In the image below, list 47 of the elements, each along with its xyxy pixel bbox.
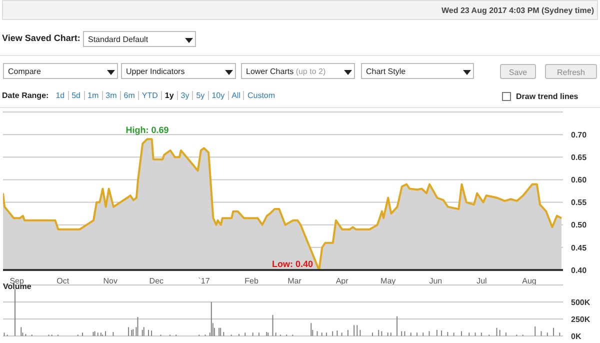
text: 6m [120, 91, 138, 100]
y-tick-label: 0.70 [571, 130, 588, 140]
x-tick-label: Jun [429, 276, 442, 286]
text: Chart Style [361, 63, 474, 79]
text: 5d [68, 91, 84, 100]
annotation: High: 0.69 [126, 125, 169, 136]
x-tick-label: Mar [288, 276, 302, 286]
y-tick-label: 250K [571, 314, 590, 324]
text: 1m [84, 91, 102, 100]
x-tick-label: `17 [198, 276, 210, 286]
text: Wed 23 Aug 2017 4:03 PM (Sydney time) [442, 6, 594, 15]
y-tick-label: 500K [571, 298, 590, 307]
y-tick-label: 0.55 [571, 198, 588, 208]
text: 1d [54, 91, 66, 100]
y-tick-label: 0.40 [571, 266, 588, 275]
x-tick-label: May [380, 276, 396, 286]
text: 3y [176, 91, 192, 100]
x-tick-label: Dec [149, 276, 164, 286]
x-tick-label: Feb [244, 276, 259, 286]
text: All [228, 91, 244, 100]
text: (up to 2) [296, 67, 326, 76]
text: 5y [192, 91, 208, 100]
text: Save [500, 64, 536, 79]
y-tick-label: 0.60 [571, 176, 588, 185]
text: Date Range: [2, 91, 49, 100]
text: Upper Indicators [121, 63, 236, 79]
text: 3m [102, 91, 120, 100]
x-tick-label: Nov [103, 276, 118, 286]
x-tick-label: Apr [336, 276, 349, 286]
text: Lower Charts [246, 67, 294, 76]
text: 10y [208, 91, 228, 100]
text: Standard Default [83, 31, 196, 47]
y-tick-label: 0.65 [571, 152, 588, 162]
x-tick-label: Oct [56, 276, 70, 286]
text: Custom [243, 91, 278, 100]
x-tick-label: Jul [476, 276, 488, 286]
text: View Saved Chart: [2, 33, 80, 43]
text: Draw trend lines [516, 92, 578, 101]
annotation: Low: 0.40 [272, 259, 314, 270]
x-tick-label: Aug [522, 276, 536, 286]
y-tick-label: 0K [571, 332, 582, 341]
text: Compare [3, 63, 118, 79]
text: YTD [138, 91, 161, 100]
y-tick-label: 0.45 [571, 243, 588, 252]
text: 1y [160, 91, 177, 100]
y-tick-label: 0.50 [571, 220, 588, 230]
text: Refresh [545, 64, 597, 79]
